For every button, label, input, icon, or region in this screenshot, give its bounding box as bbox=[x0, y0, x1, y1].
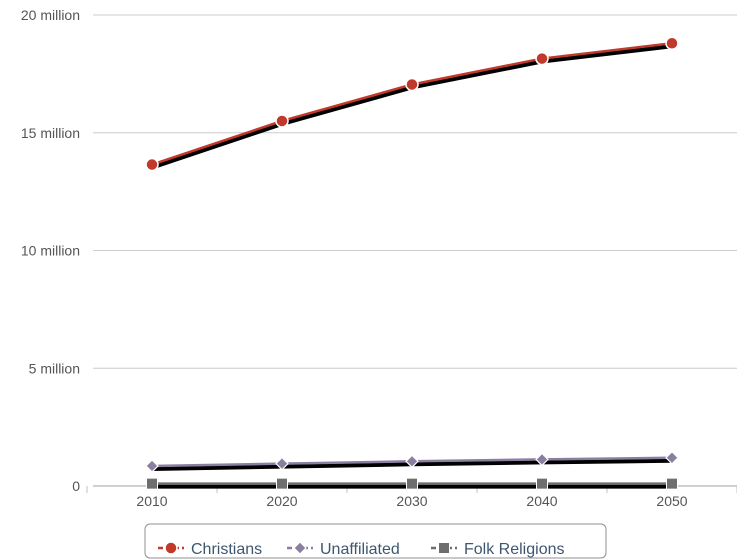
legend-marker-folk-religions bbox=[438, 542, 450, 554]
legend-marker-christians bbox=[164, 541, 178, 555]
x-tick-label: 2040 bbox=[526, 493, 557, 509]
series-christians bbox=[145, 36, 679, 172]
series-shadow-christians bbox=[150, 44, 674, 170]
y-tick-label: 5 million bbox=[29, 360, 80, 376]
legend-item-unaffiliated: Unaffiliated bbox=[287, 541, 400, 558]
data-point-unaffiliated bbox=[405, 454, 419, 469]
data-point-christians bbox=[665, 36, 679, 51]
data-point-unaffiliated bbox=[535, 452, 549, 467]
legend-label: Unaffiliated bbox=[320, 541, 400, 558]
data-point-unaffiliated bbox=[275, 456, 289, 471]
data-point-unaffiliated bbox=[145, 459, 159, 473]
series-line-christians bbox=[150, 42, 674, 166]
series-group bbox=[145, 36, 679, 490]
data-point-folk-religions bbox=[146, 477, 158, 490]
legend-item-folk-religions: Folk Religions bbox=[431, 541, 564, 558]
data-point-christians bbox=[405, 77, 419, 92]
series-unaffiliated bbox=[145, 450, 679, 473]
y-tick-label: 0 bbox=[72, 478, 80, 494]
x-tick-label: 2020 bbox=[266, 493, 297, 509]
legend-label: Folk Religions bbox=[464, 541, 564, 558]
x-tick-label: 2050 bbox=[656, 493, 687, 509]
legend-item-christians: Christians bbox=[158, 541, 262, 558]
data-point-unaffiliated bbox=[665, 450, 679, 465]
data-point-folk-religions bbox=[536, 477, 548, 490]
data-point-christians bbox=[535, 51, 549, 66]
y-tick-label: 15 million bbox=[21, 125, 80, 141]
data-point-christians bbox=[275, 114, 289, 128]
series-folk-religions bbox=[146, 477, 678, 490]
legend: Christians Unaffiliated Folk Religions bbox=[144, 523, 607, 559]
data-point-folk-religions bbox=[666, 477, 678, 490]
y-tick-label: 10 million bbox=[21, 243, 80, 259]
data-point-folk-religions bbox=[406, 477, 418, 490]
gridlines bbox=[93, 14, 737, 369]
x-tick-label: 2030 bbox=[396, 493, 427, 509]
legend-marker-unaffiliated bbox=[293, 541, 307, 555]
x-tick-label: 2010 bbox=[136, 493, 167, 509]
y-tick-label: 20 million bbox=[21, 7, 80, 23]
data-point-folk-religions bbox=[276, 477, 288, 490]
legend-box bbox=[144, 523, 607, 559]
legend-label: Christians bbox=[191, 541, 262, 558]
data-point-christians bbox=[145, 157, 159, 172]
y-axis: 0 5 million 10 million 15 million 20 million bbox=[21, 7, 80, 494]
